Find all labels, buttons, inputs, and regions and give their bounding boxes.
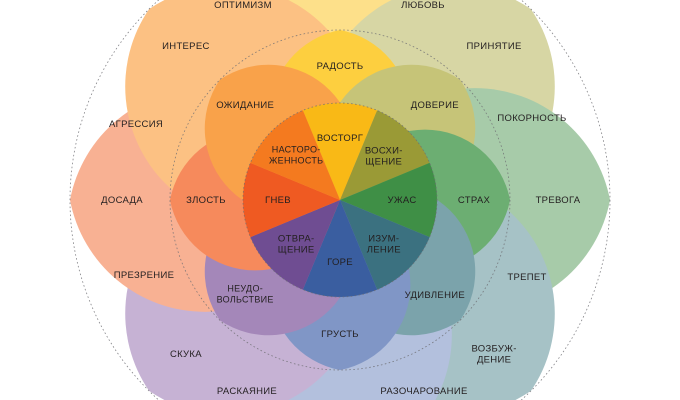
petal-label-fear-mid: СТРАХ — [458, 195, 491, 206]
petal-label-disgust-mid: НЕУДО-ВОЛЬСТВИЕ — [217, 284, 274, 305]
dyad-label-disapproval: РАЗОЧАРОВАНИЕ — [380, 386, 467, 397]
dyad-label-love: ЛЮБОВЬ — [401, 0, 445, 11]
petal-label-anger-mid: ЗЛОСТЬ — [186, 195, 226, 206]
dyad-label-remorse: РАСКАЯНИЕ — [217, 386, 277, 397]
petal-shape — [250, 200, 340, 290]
petal-joy-inner[interactable] — [302, 102, 378, 200]
petal-surprise-inner[interactable] — [340, 200, 430, 290]
petal-label-sadness-mid: ГРУСТЬ — [321, 329, 359, 340]
petal-shape — [340, 200, 430, 290]
petal-label-fear-outer: ТРЕВОГА — [536, 195, 581, 206]
guide-circle-3 — [69, 0, 611, 400]
dyad-label-aggression: АГРЕССИЯ — [109, 119, 163, 130]
dyad-label-optimism: ОПТИМИЗМ — [214, 0, 272, 11]
petal-label-anger-outer: ДОСАДА — [101, 195, 143, 206]
petal-anticipation-inner[interactable] — [250, 110, 340, 200]
guide-circle-2 — [169, 29, 511, 371]
petal-shape — [340, 162, 438, 238]
petal-label-anger-inner: ГНЕВ — [265, 195, 291, 206]
petal-label-surprise-inner: ИЗУМ-ЛЕНИЕ — [367, 233, 401, 255]
petal-label-surprise-mid: УДИВЛЕНИЕ — [405, 289, 465, 300]
petal-label-sadness-inner: ГОРЕ — [327, 257, 353, 268]
guide-circles-layer — [69, 0, 611, 400]
petal-labels-layer: ВОСТОРГРАДОСТЬБЕЗМЯТЕЖНОСТЬВОСХИ-ЩЕНИЕДО… — [101, 40, 581, 365]
petal-label-trust-outer: ПРИНЯТИЕ — [467, 40, 522, 51]
dyad-label-contempt: ПРЕЗРЕНИЕ — [114, 270, 174, 281]
petal-label-disgust-inner: ОТВРА-ЩЕНИЕ — [278, 233, 315, 255]
petal-shape — [340, 110, 430, 200]
petal-trust-inner[interactable] — [340, 110, 430, 200]
petal-anger-inner[interactable] — [242, 162, 340, 238]
petal-label-joy-inner: ВОСТОРГ — [317, 133, 363, 144]
petals-layer — [70, 0, 610, 400]
petal-label-anticipation-outer: ИНТЕРЕС — [162, 40, 209, 51]
petal-shape — [302, 102, 378, 200]
petal-shape — [302, 200, 378, 298]
petal-label-disgust-outer: СКУКА — [170, 349, 202, 360]
petal-shape — [250, 110, 340, 200]
petal-label-trust-mid: ДОВЕРИЕ — [411, 100, 459, 111]
dyad-labels-layer: ОПТИМИЗМ ЛЮБОВЬ ПОКОРНОСТЬ ТРЕПЕТ РАЗОЧАРОВА… — [109, 0, 566, 397]
guide-circle-1 — [242, 102, 438, 298]
dyad-label-awe: ТРЕПЕТ — [507, 272, 546, 283]
petal-label-surprise-outer: ВОЗБУЖ-ДЕНИЕ — [471, 343, 516, 365]
petal-shape — [242, 162, 340, 238]
petal-label-fear-inner: УЖАС — [388, 195, 417, 206]
petal-label-trust-inner: ВОСХИ-ЩЕНИЕ — [365, 145, 403, 167]
petal-fear-inner[interactable] — [340, 162, 438, 238]
petal-label-joy-mid: РАДОСТЬ — [317, 61, 364, 72]
petal-label-anticipation-inner: НАСТОРО-ЖЕННОСТЬ — [269, 145, 323, 166]
dyad-label-submission: ПОКОРНОСТЬ — [497, 113, 566, 124]
petal-sadness-inner[interactable] — [302, 200, 378, 298]
petal-disgust-inner[interactable] — [250, 200, 340, 290]
petal-label-anticipation-mid: ОЖИДАНИЕ — [216, 100, 274, 111]
